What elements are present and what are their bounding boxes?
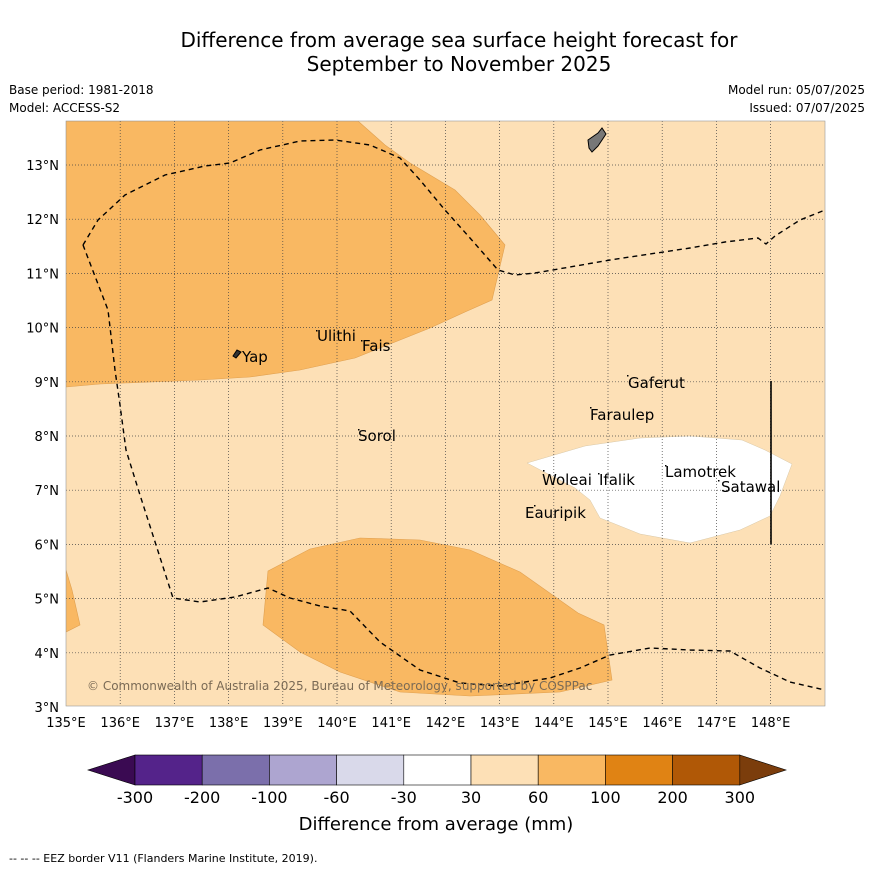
eez-border [82,139,825,276]
colorbar-swatch [470,754,539,786]
meta-left: Base period: 1981-2018 Model: ACCESS-S2 [9,81,154,117]
longitude-label: 139°E [263,716,303,731]
colorbar-tick-label: 30 [461,788,481,807]
model-run: Model run: 05/07/2025 [727,83,865,97]
meta-right: Model run: 05/07/2025 Issued: 07/07/2025 [728,81,865,117]
longitude-label: 147°E [697,716,737,731]
longitude-label: 142°E [426,716,466,731]
model-name: Model: ACCESS-S2 [9,101,121,115]
label-eauripik: Eauripik [525,504,586,522]
colorbar-swatch [672,754,741,786]
map-frame [65,120,826,707]
latitude-label: 7°N [35,484,60,499]
colorbar-label: Difference from average (mm) [299,814,574,835]
colorbar-tick-label: -60 [324,788,350,807]
label-ulithi: Ulithi [317,327,356,345]
title-line-1: Difference from average sea surface heig… [180,28,738,52]
longitude-label: 141°E [371,716,411,731]
label-lamotrek: Lamotrek [665,463,736,481]
label-yap: Yap [241,348,268,366]
colorbar-tick-label: 60 [528,788,548,807]
longitude-label: 146°E [642,716,682,731]
colorbar-swatches [87,754,787,786]
longitude-label: 145°E [588,716,628,731]
label-satawal: Satawal [721,478,780,496]
latitude-label: 10°N [26,322,59,337]
graticule [66,121,825,706]
latitude-label: 11°N [26,267,59,282]
latitude-labels: 13°N 12°N 11°N 10°N 9°N 8°N 7°N 6°N 5°N 4°N 3°N [26,159,59,716]
label-fais: Fais [362,337,391,355]
longitude-label: 144°E [534,716,574,731]
latitude-label: 8°N [35,430,60,445]
latitude-label: 4°N [35,647,60,662]
colorbar-tick-label: 200 [657,788,688,807]
colorbar-swatch [336,754,405,786]
label-sorol: Sorol [358,427,396,445]
title-line-2: September to November 2025 [306,52,612,76]
colorbar-swatch [201,754,270,786]
longitude-label: 140°E [317,716,357,731]
longitude-label: 143°E [480,716,520,731]
label-ifalik: Ifalik [599,471,635,489]
guam-island [587,127,607,153]
colorbar-swatch [134,754,203,786]
colorbar-tick-label: -200 [184,788,220,807]
label-faraulep: Faraulep [590,406,654,424]
longitude-labels: 135°E 136°E 137°E 138°E 139°E 140°E 141°E 142°E… [46,716,790,731]
base-period: Base period: 1981-2018 [9,83,154,97]
anomaly-region-west [66,569,81,633]
longitude-label: 137°E [155,716,195,731]
copyright-note: © Commonwealth of Australia 2025, Bureau… [87,679,592,693]
colorbar-ticks: -300 -200 -100 -60 -30 30 60 100 200 300 [117,788,755,807]
map-area: Yap Ulithi Fais Gaferut Faraulep Sorol W… [26,120,826,731]
colorbar-tick-label: -30 [391,788,417,807]
place-labels: Yap Ulithi Fais Gaferut Faraulep Sorol W… [241,327,780,522]
colorbar-extend-low [87,754,136,786]
atoll-markers [316,330,720,507]
chart-title: Difference from average sea surface heig… [0,28,873,76]
colorbar-swatch [605,754,673,786]
colorbar-tick-label: -300 [117,788,153,807]
yap-island [232,349,242,359]
neutral-region [526,435,793,544]
longitude-label: 136°E [100,716,140,731]
eez-border-legend: -- -- -- EEZ border V11 (Flanders Marine… [9,852,318,865]
latitude-label: 13°N [26,159,59,174]
latitude-label: 3°N [35,701,60,716]
latitude-label: 9°N [35,376,60,391]
label-woleai: Woleai [542,471,592,489]
longitude-label: 138°E [209,716,249,731]
longitude-label: 135°E [46,716,86,731]
issued-date: Issued: 07/07/2025 [749,101,865,115]
colorbar: -300 -200 -100 -60 -30 30 60 100 200 300 Differen… [87,754,787,835]
latitude-label: 12°N [26,213,59,228]
eez-border-west [82,244,825,691]
colorbar-tick-label: -100 [251,788,287,807]
label-gaferut: Gaferut [628,374,685,392]
colorbar-swatch [403,754,472,786]
longitude-label: 148°E [751,716,791,731]
colorbar-extend-high [739,754,787,786]
colorbar-tick-label: 100 [590,788,621,807]
latitude-label: 5°N [35,593,60,608]
colorbar-tick-label: 300 [725,788,756,807]
colorbar-swatch [269,754,337,786]
colorbar-swatch [537,754,606,786]
latitude-label: 6°N [35,538,60,553]
